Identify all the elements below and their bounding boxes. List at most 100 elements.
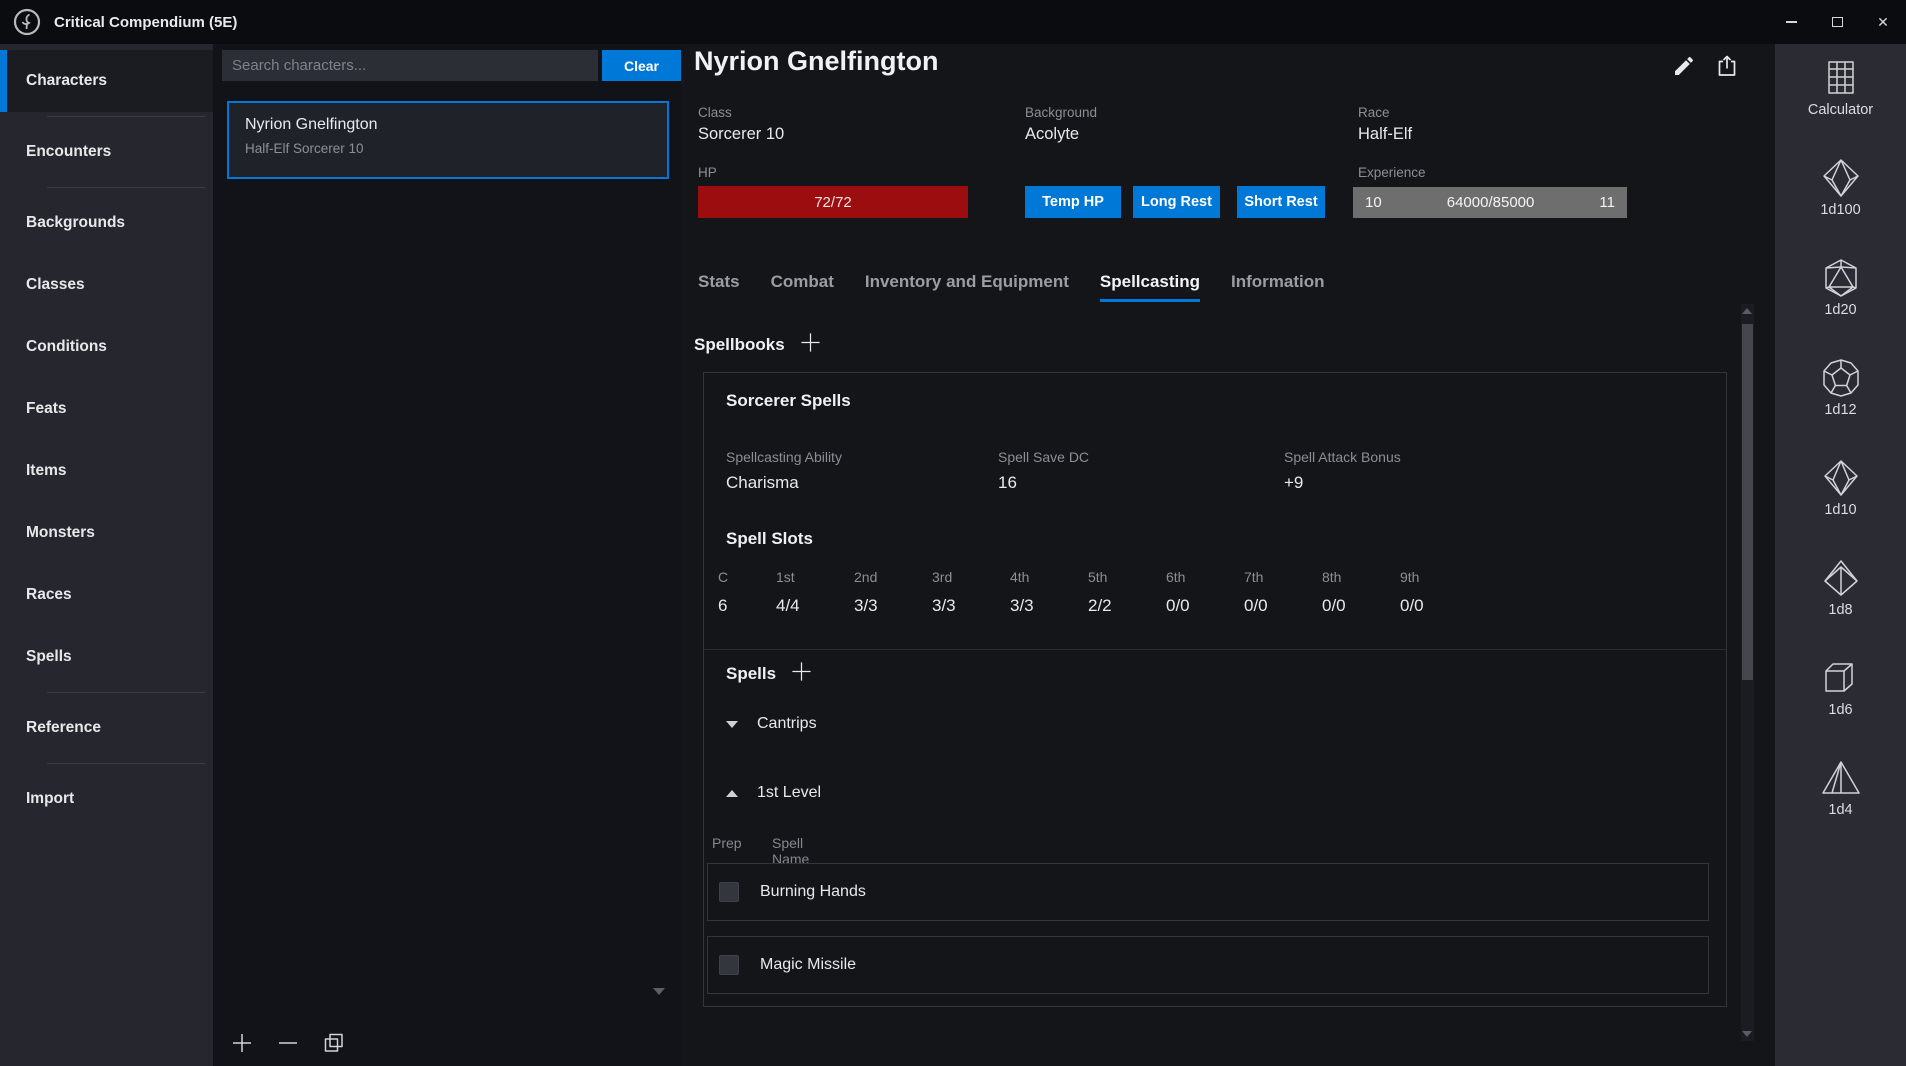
sidebar-item-monsters[interactable]: Monsters	[26, 524, 95, 541]
scroll-up-icon[interactable]	[1742, 308, 1752, 314]
chevron-up-icon	[726, 789, 738, 797]
spell-attack-bonus-label: Spell Attack Bonus	[1284, 449, 1401, 465]
sidebar-item-classes[interactable]: Classes	[26, 276, 85, 293]
add-character-button[interactable]	[231, 1032, 253, 1054]
class-label: Class	[698, 105, 732, 120]
minimize-button[interactable]	[1768, 0, 1814, 44]
xp-next-level: 11	[1599, 194, 1615, 211]
main-content: Nyrion Gnelfington Class Sorcerer 10 Bac…	[681, 44, 1775, 1066]
sidebar-item-races[interactable]: Races	[26, 586, 72, 603]
spellbooks-title: Spellbooks	[694, 335, 785, 354]
roll-1d8-button[interactable]: 1d8	[1818, 558, 1864, 618]
divider	[47, 116, 205, 117]
divider	[47, 763, 205, 764]
calculator-button[interactable]: Calculator	[1808, 58, 1873, 118]
roll-1d6-button[interactable]: 1d6	[1818, 658, 1864, 718]
character-list-panel: Clear Nyrion Gnelfington Half-Elf Sorcer…	[213, 44, 681, 1066]
prep-checkbox[interactable]	[719, 882, 739, 902]
spell-group-cantrips[interactable]: Cantrips	[726, 709, 817, 739]
chevron-down-icon	[726, 720, 738, 728]
prep-checkbox[interactable]	[719, 955, 739, 975]
sidebar-item-spells[interactable]: Spells	[26, 648, 72, 665]
hp-bar[interactable]: 72/72	[698, 186, 968, 218]
experience-bar[interactable]: 10 64000/85000 11	[1353, 187, 1627, 218]
class-value: Sorcerer 10	[698, 125, 785, 143]
character-name-heading: Nyrion Gnelfington	[694, 46, 939, 76]
scroll-down-icon[interactable]	[1742, 1031, 1752, 1037]
close-button[interactable]: ✕	[1860, 0, 1906, 44]
tab-inventory[interactable]: Inventory and Equipment	[864, 272, 1069, 291]
spell-slot-5th: 5th 2/2	[1088, 569, 1112, 615]
remove-character-button[interactable]	[277, 1032, 299, 1054]
tab-stats[interactable]: Stats	[698, 272, 740, 291]
edit-character-button[interactable]	[1672, 54, 1698, 80]
character-card-name: Nyrion Gnelfington	[245, 116, 378, 133]
spell-slot-1st: 1st 4/4	[776, 569, 800, 615]
xp-progress: 64000/85000	[1446, 194, 1535, 211]
sidebar-item-encounters[interactable]: Encounters	[26, 143, 112, 160]
d8-die-icon	[1823, 560, 1858, 596]
share-icon[interactable]	[1715, 54, 1741, 80]
sidebar-item-conditions[interactable]: Conditions	[26, 338, 107, 355]
nav-sidebar: Characters Encounters Backgrounds Classe…	[0, 44, 213, 1066]
experience-label: Experience	[1358, 165, 1426, 180]
character-card[interactable]: Nyrion Gnelfington Half-Elf Sorcerer 10	[227, 101, 669, 179]
roll-1d4-button[interactable]: 1d4	[1818, 758, 1864, 818]
spell-row-magic-missile[interactable]: Magic Missile	[707, 936, 1709, 994]
list-scroll-down-icon[interactable]	[653, 988, 665, 995]
spellbooks-header: Spellbooks	[694, 332, 821, 358]
duplicate-character-button[interactable]	[323, 1032, 345, 1054]
tab-information[interactable]: Information	[1231, 272, 1325, 291]
scrollbar-thumb[interactable]	[1742, 324, 1753, 680]
tab-spellcasting[interactable]: Spellcasting	[1099, 272, 1201, 302]
spell-save-dc-value: 16	[998, 473, 1017, 492]
spellcasting-ability-label: Spellcasting Ability	[726, 449, 842, 465]
spell-row-burning-hands[interactable]: Burning Hands	[707, 863, 1709, 921]
spells-title: Spells	[726, 664, 777, 683]
add-spellbook-button[interactable]	[800, 332, 821, 358]
roll-1d100-button[interactable]: 1d100	[1818, 158, 1864, 218]
spell-slot-6th: 6th 0/0	[1166, 569, 1190, 615]
race-label: Race	[1358, 105, 1390, 120]
spell-name: Magic Missile	[760, 956, 857, 973]
spell-slot-4th: 4th 3/3	[1010, 569, 1034, 615]
spell-slot-8th: 8th 0/0	[1322, 569, 1346, 615]
sidebar-item-characters[interactable]: Characters	[0, 50, 213, 112]
spellcasting-ability-value: Charisma	[726, 473, 799, 492]
d4-die-icon	[1821, 761, 1860, 794]
sidebar-item-reference[interactable]: Reference	[26, 719, 101, 736]
sidebar-item-backgrounds[interactable]: Backgrounds	[26, 214, 126, 231]
sidebar-item-import[interactable]: Import	[26, 790, 75, 807]
d12-die-icon	[1822, 359, 1859, 397]
clear-search-button[interactable]: Clear	[602, 50, 681, 81]
maximize-button[interactable]	[1814, 0, 1860, 44]
hp-value: 72/72	[814, 193, 852, 211]
sidebar-item-items[interactable]: Items	[26, 462, 67, 479]
sidebar-item-feats[interactable]: Feats	[26, 400, 67, 417]
minimize-icon	[1785, 21, 1797, 23]
long-rest-button[interactable]: Long Rest	[1133, 186, 1220, 218]
spell-attack-bonus-value: +9	[1284, 473, 1304, 492]
temp-hp-button[interactable]: Temp HP	[1025, 186, 1121, 218]
main-scrollbar[interactable]	[1741, 304, 1754, 1041]
spellbook-panel: Sorcerer Spells Spellcasting Ability Cha…	[703, 372, 1727, 1007]
tab-combat[interactable]: Combat	[770, 272, 834, 291]
d6-die-icon	[1824, 663, 1853, 692]
roll-1d20-button[interactable]: 1d20	[1818, 258, 1864, 318]
add-spell-button[interactable]	[791, 661, 812, 687]
roll-1d10-button[interactable]: 1d10	[1818, 458, 1864, 518]
short-rest-button[interactable]: Short Rest	[1237, 186, 1325, 218]
spell-group-label: Cantrips	[757, 715, 817, 732]
character-list-toolbar	[231, 1032, 345, 1054]
spell-group-1st-level[interactable]: 1st Level	[726, 778, 821, 808]
calculator-icon	[1827, 61, 1854, 94]
character-card-subtitle: Half-Elf Sorcerer 10	[245, 141, 364, 156]
race-value: Half-Elf	[1358, 125, 1413, 143]
spell-slot-2nd: 2nd 3/3	[854, 569, 878, 615]
spell-group-label: 1st Level	[757, 784, 822, 801]
xp-current-level: 10	[1365, 194, 1382, 211]
search-input[interactable]	[222, 50, 598, 81]
background-value: Acolyte	[1025, 125, 1080, 143]
background-label: Background	[1025, 105, 1098, 120]
roll-1d12-button[interactable]: 1d12	[1818, 358, 1864, 418]
